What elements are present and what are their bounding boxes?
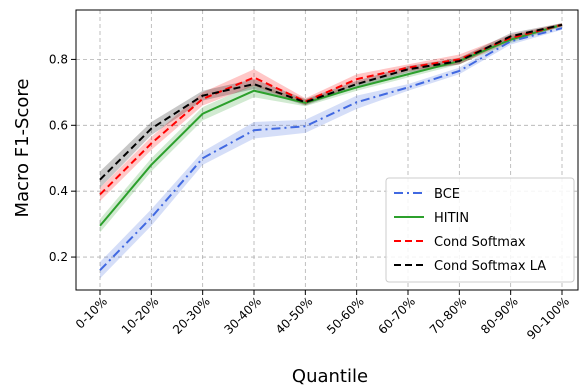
y-axis-label: Macro F1-Score <box>12 79 33 218</box>
series-lines <box>99 23 563 271</box>
confidence-band <box>100 23 562 233</box>
y-tick-label: 0.6 <box>49 118 68 132</box>
x-axis-ticks: 0-10% 10-20% 20-30% 30-40% 40-50% 50-60% 60-70… <box>73 290 572 342</box>
y-tick-label: 0.4 <box>49 184 68 198</box>
x-tick-label: 50-60% <box>324 294 367 337</box>
plot-frame <box>75 9 579 291</box>
x-tick-label: 90-100% <box>524 294 572 342</box>
legend-label: HITIN <box>434 211 469 226</box>
x-tick-label: 30-40% <box>221 294 264 337</box>
y-tick-label: 0.8 <box>49 52 68 66</box>
x-tick-label: 40-50% <box>273 294 316 337</box>
legend: BCE HITIN Cond Softmax Cond Softmax LA <box>385 177 575 283</box>
legend-label: Cond Softmax LA <box>434 259 546 274</box>
x-tick-label: 10-20% <box>119 294 162 337</box>
series-line <box>99 23 563 181</box>
y-tick-label: 0.2 <box>49 250 68 264</box>
series-line <box>99 27 563 271</box>
legend-label: BCE <box>434 187 460 202</box>
legend-box <box>385 177 575 283</box>
x-axis-label: Quantile <box>292 366 368 387</box>
confidence-band <box>100 23 562 202</box>
x-tick-label: 70-80% <box>427 294 470 337</box>
x-tick-label: 0-10% <box>73 294 110 331</box>
series-line <box>99 23 563 227</box>
legend-label: Cond Softmax <box>434 235 526 250</box>
series-line <box>99 23 563 196</box>
x-tick-label: 60-70% <box>375 294 418 337</box>
x-tick-label: 20-30% <box>170 294 213 337</box>
y-axis-ticks: 0.2 0.4 0.6 0.8 <box>49 52 76 264</box>
x-tick-label: 80-90% <box>478 294 521 337</box>
